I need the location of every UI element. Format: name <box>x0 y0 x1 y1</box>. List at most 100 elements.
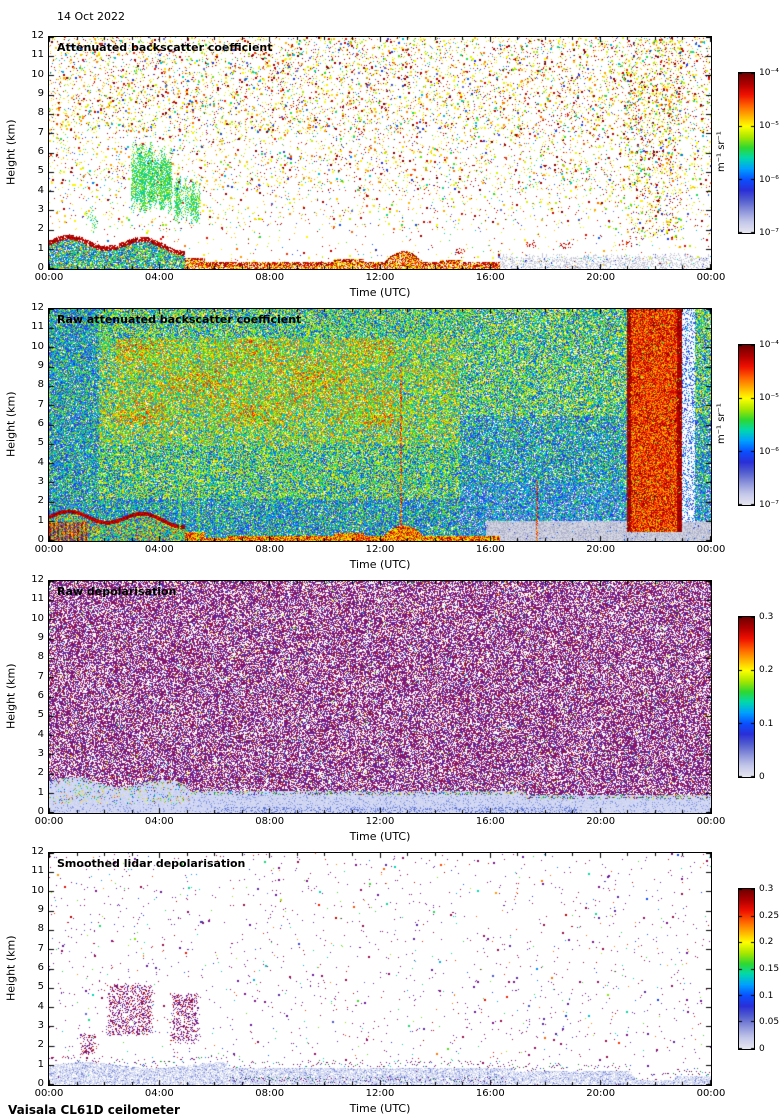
x-tick-label: 04:00 <box>144 816 174 827</box>
y-tick-label: 8 <box>37 379 44 391</box>
colorbar-gradient <box>738 344 755 506</box>
x-tick-label: 00:00 <box>34 544 64 555</box>
colorbar-tick-label: 10⁻⁷ <box>759 500 779 510</box>
y-tick-label: 9 <box>37 904 44 915</box>
y-tick-label: 0 <box>37 262 44 273</box>
x-tick-label: 00:00 <box>696 544 726 555</box>
plot-title: Raw depolarisation <box>57 585 177 598</box>
y-tick-label: 12 <box>31 574 44 585</box>
y-tick-label: 7 <box>37 942 44 954</box>
colorbar-tick-label: 0.3 <box>759 884 774 894</box>
panel-attenuated-backscatter: Height (km) 0 1 2 3 4 5 6 7 8 9 10 11 12 Attenuated … <box>0 31 780 308</box>
y-tick-label: 6 <box>37 146 44 157</box>
plot-title: Raw attenuated backscatter coefficient <box>57 313 302 326</box>
y-axis-label: Height (km) <box>4 663 18 729</box>
y-axis-label: Height (km) <box>4 391 18 457</box>
x-axis-ticks: 00:00 04:00 08:00 12:00 16:00 20:00 00:00 <box>35 272 726 284</box>
y-tick-label: 8 <box>37 651 44 663</box>
plot-area-raw-attenuated-backscatter: Raw attenuated backscatter coefficient <box>48 308 712 542</box>
plot-title: Smoothed lidar depolarisation <box>57 857 246 870</box>
colorbar-tick-label: 10⁻⁶ <box>759 174 779 185</box>
x-tick-label: 00:00 <box>34 816 64 827</box>
x-axis-label: Time (UTC) <box>349 1102 411 1115</box>
y-tick-label: 7 <box>37 126 44 138</box>
x-tick-label: 16:00 <box>475 272 505 283</box>
colorbar-tick-label: 0.05 <box>759 1017 780 1028</box>
colorbar-tick-label: 0.3 <box>759 612 774 622</box>
x-axis-ticks: 00:00 04:00 08:00 12:00 16:00 20:00 00:00 <box>35 816 726 828</box>
x-tick-label: 16:00 <box>475 544 505 555</box>
x-tick-label: 12:00 <box>365 816 395 827</box>
colorbar-tick-label: 0.25 <box>759 910 780 921</box>
y-tick-label: 6 <box>37 690 44 701</box>
y-tick-label: 12 <box>31 30 44 41</box>
date-label: 14 Oct 2022 <box>57 10 126 23</box>
colorbar: m⁻¹ sr⁻¹ 10⁻⁴ 10⁻⁵ 10⁻⁶ 10⁻⁷ <box>712 308 780 540</box>
y-tick-label: 9 <box>37 632 44 643</box>
x-tick-label: 12:00 <box>365 1088 395 1099</box>
y-tick-label: 10 <box>31 340 44 352</box>
y-axis-ticks: 0 1 2 3 4 5 6 7 8 9 10 11 12 <box>20 303 44 545</box>
y-tick-label: 0 <box>37 806 44 817</box>
x-tick-label: 00:00 <box>696 272 726 283</box>
y-tick-label: 3 <box>37 476 44 487</box>
colorbar-tick-label: 0.2 <box>759 665 774 676</box>
y-tick-label: 11 <box>31 49 44 61</box>
colorbar-unit-label: m⁻¹ sr⁻¹ <box>716 131 727 173</box>
x-tick-label: 20:00 <box>586 272 616 283</box>
plot-area-raw-depolarisation: Raw depolarisation <box>48 580 712 814</box>
colorbar-tick-label: 0 <box>759 1044 765 1054</box>
y-tick-label: 1 <box>37 242 44 254</box>
y-tick-label: 8 <box>37 923 44 935</box>
colorbar-tick-label: 0.1 <box>759 718 774 729</box>
plot-title: Attenuated backscatter coefficient <box>57 41 273 54</box>
colorbar-tick-label: 10⁻⁵ <box>759 393 779 404</box>
x-axis-label: Time (UTC) <box>349 558 411 571</box>
panel-raw-depolarisation: Height (km) 0 1 2 3 4 5 6 7 8 9 10 11 12 Raw depolar… <box>0 575 780 852</box>
x-tick-label: 20:00 <box>586 816 616 827</box>
y-tick-label: 3 <box>37 1020 44 1031</box>
heatmap-canvas <box>49 309 711 541</box>
y-tick-label: 6 <box>37 962 44 973</box>
y-axis-label: Height (km) <box>4 119 18 185</box>
x-axis-label: Time (UTC) <box>349 286 411 299</box>
colorbar: 0.3 0.25 0.2 0.15 0.1 0.05 0 <box>712 852 780 1084</box>
colorbar-tick-labels: 0.3 0.25 0.2 0.15 0.1 0.05 0 <box>759 885 780 1054</box>
y-tick-label: 5 <box>37 709 44 721</box>
colorbar-gradient <box>738 888 755 1050</box>
instrument-label: Vaisala CL61D ceilometer <box>8 1103 180 1117</box>
x-axis-ticks: 00:00 04:00 08:00 12:00 16:00 20:00 00:00 <box>35 1088 726 1100</box>
colorbar-tick-label: 10⁻⁴ <box>759 68 779 78</box>
colorbar-tick-label: 0.1 <box>759 990 774 1001</box>
y-tick-label: 11 <box>31 865 44 877</box>
colorbar-tick-labels: 10⁻⁴ 10⁻⁵ 10⁻⁶ 10⁻⁷ <box>759 341 780 510</box>
y-tick-label: 11 <box>31 321 44 333</box>
x-tick-label: 04:00 <box>144 1088 174 1099</box>
y-tick-label: 12 <box>31 846 44 857</box>
panel-smoothed-depolarisation: Height (km) 0 1 2 3 4 5 6 7 8 9 10 11 12 Smoothed li… <box>0 847 780 1120</box>
y-axis-label: Height (km) <box>4 935 18 1001</box>
colorbar-tick-labels: 0.3 0.2 0.1 0 <box>759 613 780 782</box>
y-tick-label: 1 <box>37 514 44 526</box>
x-tick-label: 08:00 <box>255 544 285 555</box>
colorbar-gradient <box>738 616 755 778</box>
y-axis-ticks: 0 1 2 3 4 5 6 7 8 9 10 11 12 <box>20 847 44 1089</box>
colorbar-unit-label <box>714 888 729 1048</box>
x-axis-ticks: 00:00 04:00 08:00 12:00 16:00 20:00 00:00 <box>35 544 726 556</box>
y-tick-label: 1 <box>37 786 44 798</box>
y-tick-label: 11 <box>31 593 44 605</box>
x-tick-label: 04:00 <box>144 272 174 283</box>
y-tick-label: 2 <box>37 1039 44 1051</box>
y-tick-label: 10 <box>31 68 44 80</box>
x-tick-label: 16:00 <box>475 816 505 827</box>
y-axis-ticks: 0 1 2 3 4 5 6 7 8 9 10 11 12 <box>20 31 44 273</box>
y-axis-ticks: 0 1 2 3 4 5 6 7 8 9 10 11 12 <box>20 575 44 817</box>
y-tick-label: 3 <box>37 748 44 759</box>
x-axis-label: Time (UTC) <box>349 830 411 843</box>
plot-area-attenuated-backscatter: Attenuated backscatter coefficient <box>48 36 712 270</box>
x-tick-label: 16:00 <box>475 1088 505 1099</box>
colorbar-tick-label: 0 <box>759 772 765 782</box>
y-tick-label: 2 <box>37 223 44 235</box>
panel-raw-attenuated-backscatter: Height (km) 0 1 2 3 4 5 6 7 8 9 10 11 12 Raw attenua… <box>0 303 780 580</box>
y-tick-label: 4 <box>37 456 44 468</box>
